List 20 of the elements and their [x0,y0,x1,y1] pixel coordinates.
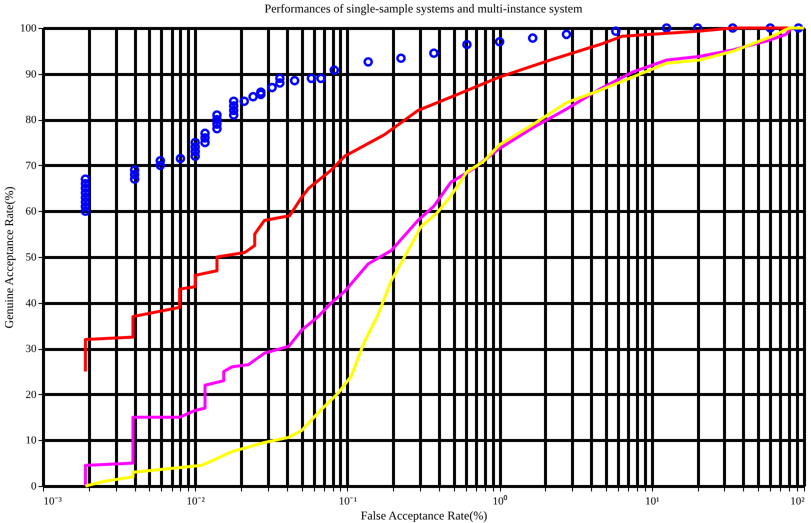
y-tick-label: 100 [20,22,37,34]
x-tick-label: 10² [790,496,806,508]
y-axis-title: Genuine Acceptance Rate(%) [2,186,16,328]
y-tick-label: 20 [26,388,37,401]
x-tick-label: 10⁻¹ [338,496,358,508]
x-tick-label: 10⁻² [186,496,206,508]
y-tick-label: 90 [26,68,37,80]
y-tick-label: 80 [26,114,37,126]
chart-title: Performances of single-sample systems and multi-instance system [264,1,584,16]
x-tick-label: 10⁰ [492,494,508,508]
y-tick-label: 30 [26,343,37,356]
y-tick-label: 10 [26,434,37,447]
y-tick-label: 60 [26,206,37,218]
y-tick-label: 0 [31,480,37,492]
y-tick-label: 50 [26,252,37,264]
x-axis-title: False Acceptance Rate(%) [360,508,488,522]
y-tick-label: 40 [26,297,37,310]
x-tick-label: 10⁻³ [44,496,62,508]
x-tick-label: 10¹ [645,496,660,508]
y-tick-label: 70 [26,160,37,172]
